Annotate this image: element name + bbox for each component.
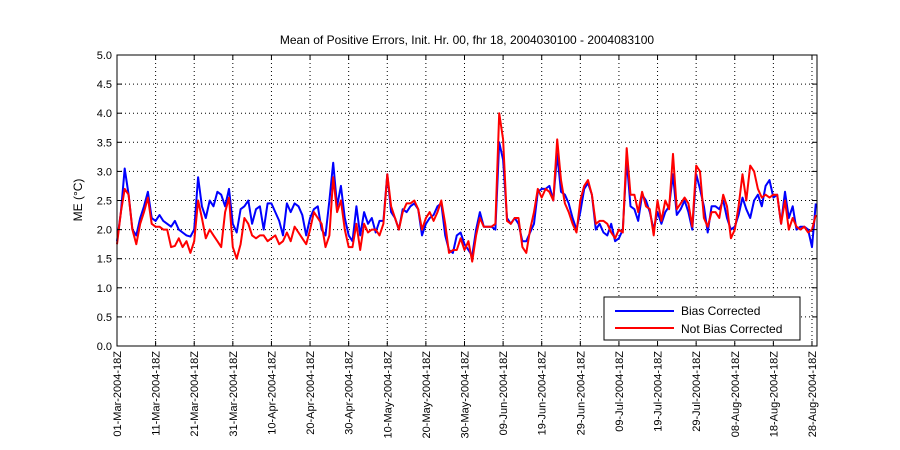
x-tick-label: 28-Aug-2004-18Z (807, 351, 819, 438)
x-tick-label: 09-Jun-2004-18Z (498, 351, 510, 436)
x-tick-label: 29-Jul-2004-18Z (691, 351, 703, 432)
x-axis: 01-Mar-2004-18Z 11-Mar-2004-18Z 21-Mar-200… (112, 55, 819, 438)
x-tick-label: 29-Jun-2004-18Z (575, 351, 587, 436)
y-axis: 0.0 0.5 1.0 1.5 2.0 2.5 3.0 3.5 4.0 4.5 5.0 (97, 50, 817, 353)
legend-label-not-bias-corrected: Not Bias Corrected (681, 322, 782, 336)
x-tick-label: 08-Aug-2004-18Z (730, 351, 742, 438)
y-tick-label: 2.0 (97, 225, 112, 237)
y-tick-label: 1.5 (97, 254, 112, 266)
y-tick-label: 5.0 (97, 50, 112, 62)
x-tick-label: 18-Aug-2004-18Z (768, 351, 780, 438)
y-axis-label: ME (°C) (71, 179, 85, 222)
y-tick-label: 1.0 (97, 283, 112, 295)
x-tick-label: 30-May-2004-18Z (459, 351, 471, 439)
y-tick-label: 3.0 (97, 166, 112, 178)
series-line-not-bias-corrected (116, 112, 817, 263)
x-tick-label: 09-Jul-2004-18Z (614, 351, 626, 432)
y-tick-label: 4.5 (97, 79, 112, 91)
chart-title: Mean of Positive Errors, Init. Hr. 00, f… (280, 33, 655, 47)
y-tick-label: 3.5 (97, 137, 112, 149)
legend: Bias Corrected Not Bias Corrected (603, 296, 801, 341)
legend-label-bias-corrected: Bias Corrected (681, 304, 760, 318)
x-tick-label: 21-Mar-2004-18Z (189, 351, 201, 437)
y-tick-label: 4.0 (97, 108, 112, 120)
x-tick-label: 19-Jul-2004-18Z (653, 351, 665, 432)
grid (117, 55, 817, 346)
x-tick-label: 20-Apr-2004-18Z (305, 351, 317, 435)
x-tick-label: 30-Apr-2004-18Z (344, 351, 356, 435)
x-tick-label: 10-Apr-2004-18Z (266, 351, 278, 435)
legend-box (603, 296, 801, 341)
series-lines (116, 112, 817, 263)
y-tick-label: 0.5 (97, 312, 112, 324)
x-tick-label: 31-Mar-2004-18Z (228, 351, 240, 437)
y-tick-label: 0.0 (97, 341, 112, 353)
x-tick-label: 01-Mar-2004-18Z (112, 351, 124, 437)
x-tick-label: 11-Mar-2004-18Z (151, 351, 163, 436)
x-tick-label: 20-May-2004-18Z (421, 351, 433, 439)
x-tick-label: 10-May-2004-18Z (382, 351, 394, 439)
y-tick-label: 2.5 (97, 196, 112, 208)
x-tick-label: 19-Jun-2004-18Z (537, 351, 549, 436)
